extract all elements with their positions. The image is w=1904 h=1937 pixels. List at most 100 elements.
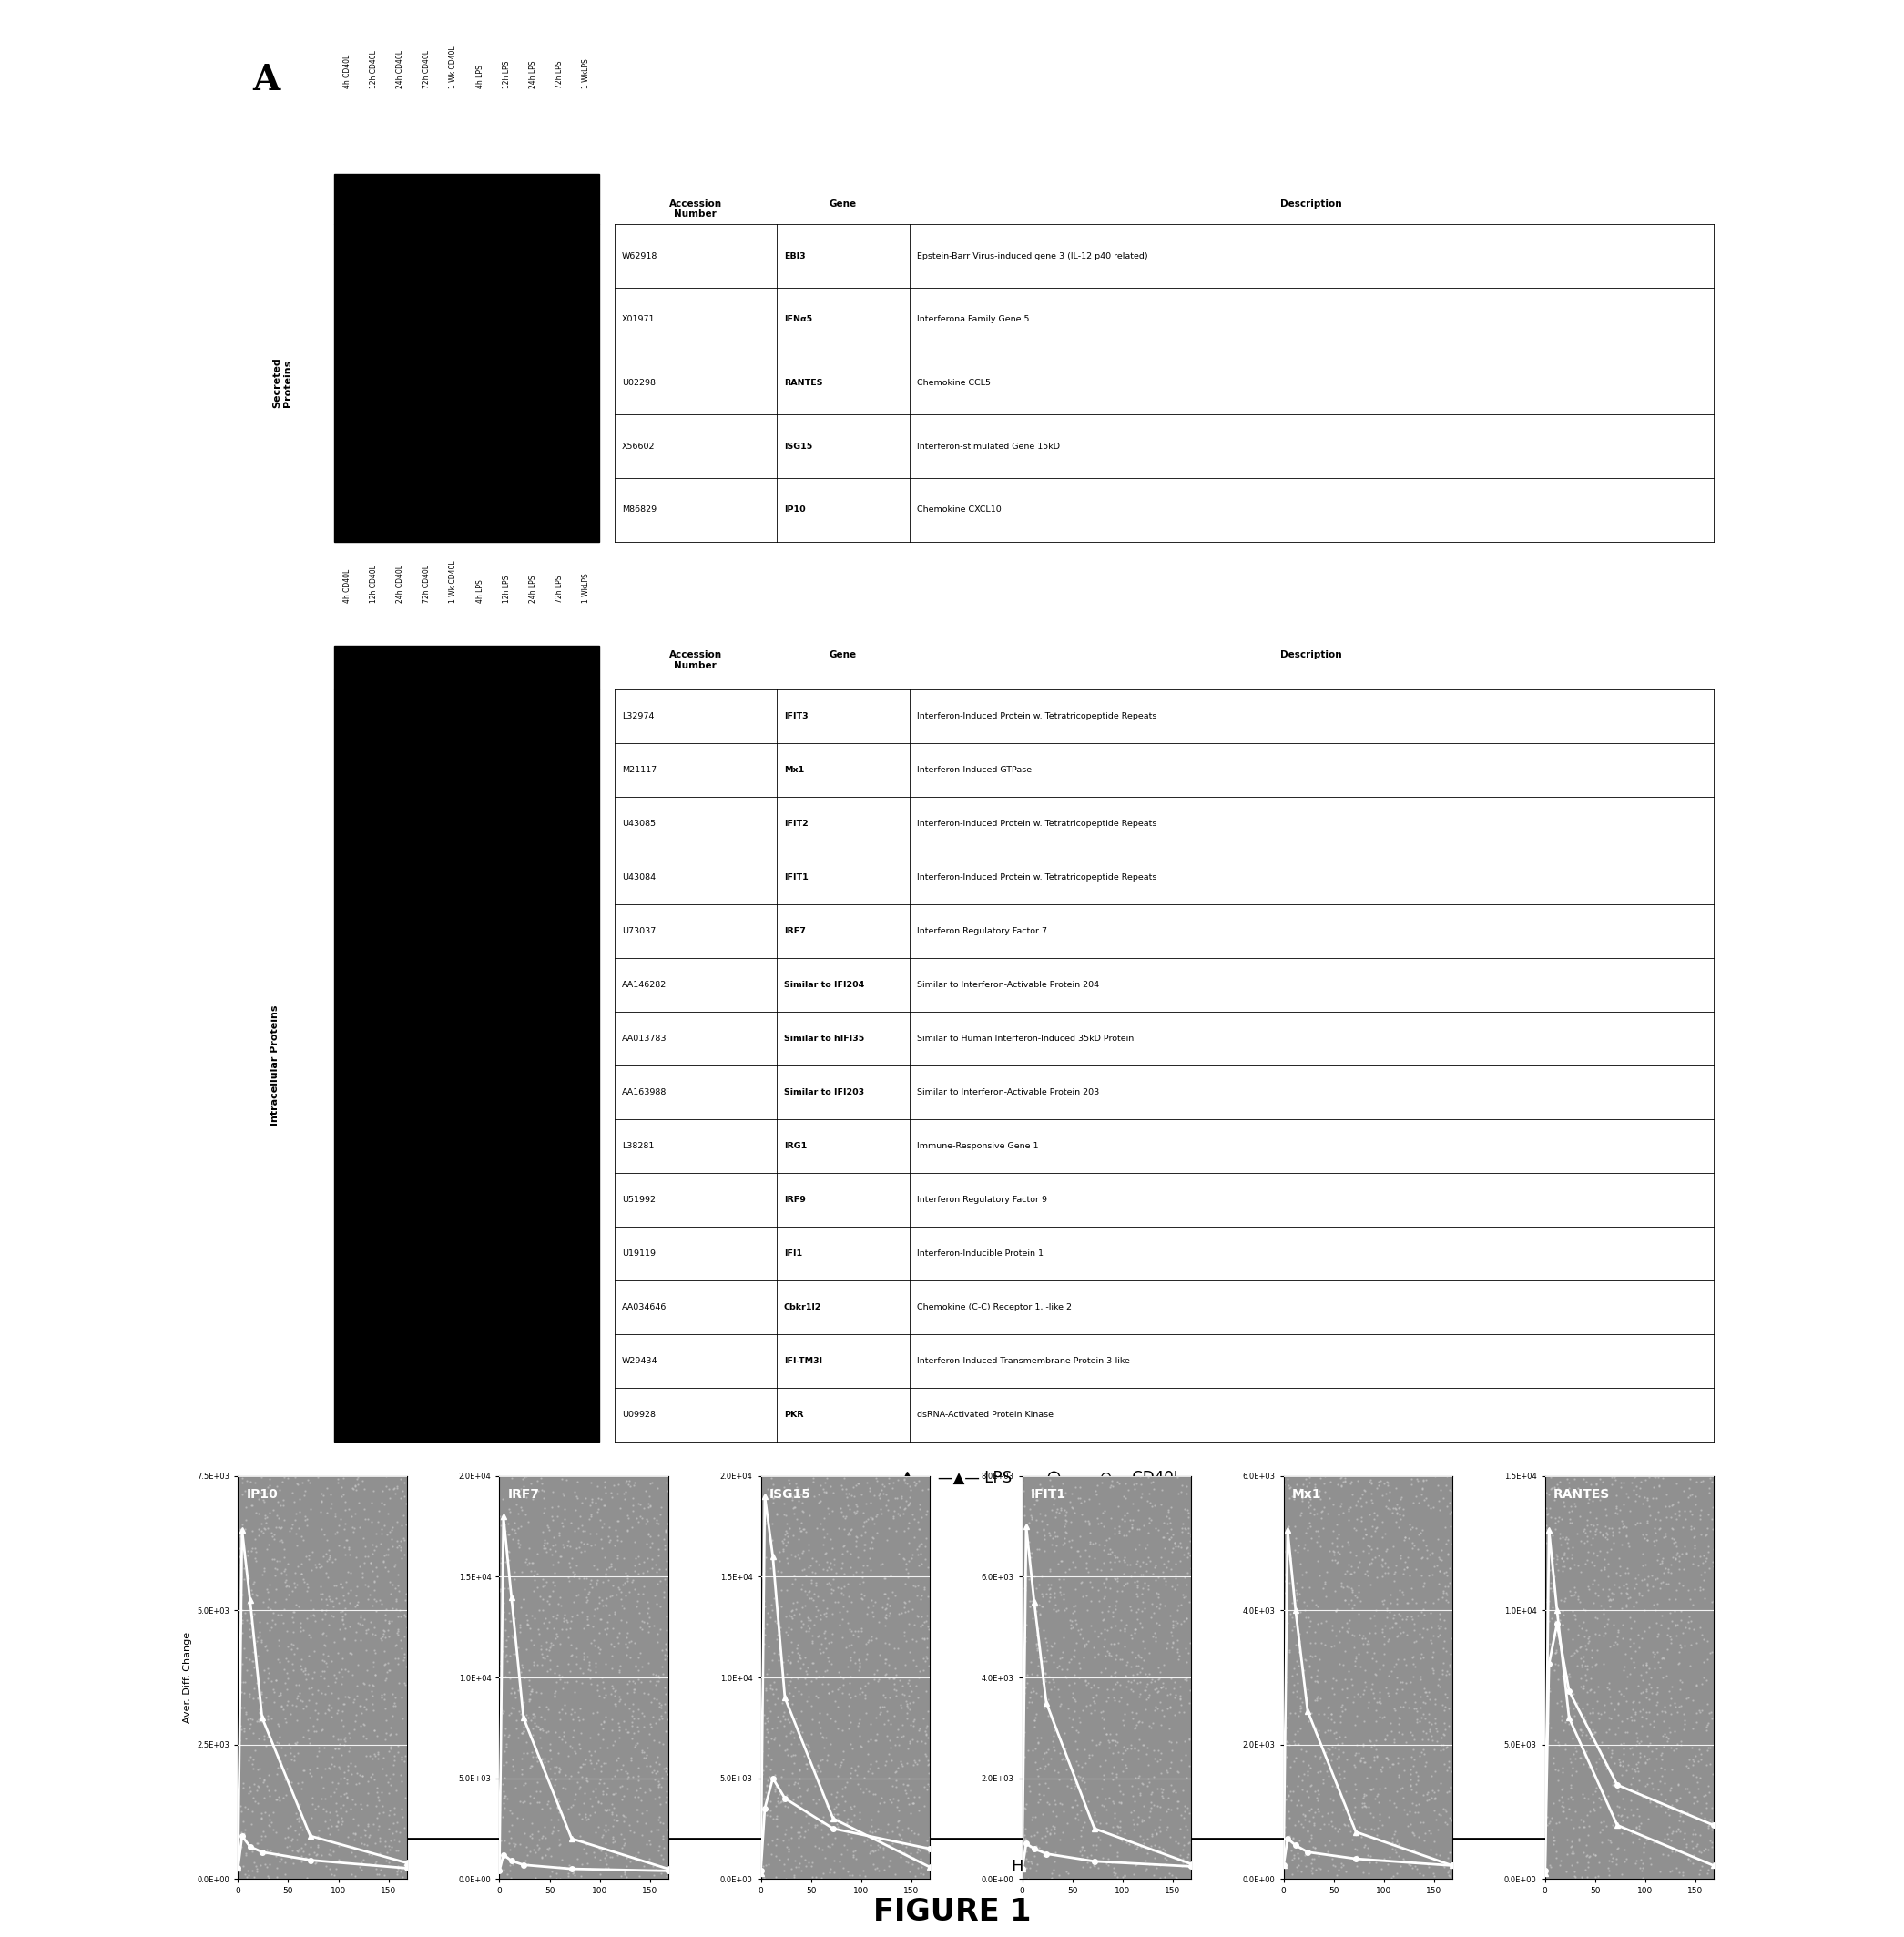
Point (1632, 1575, 1662, 1606)
Point (1062, 1536, 1093, 1567)
Point (1420, 1689, 1451, 1720)
Point (651, 1861, 682, 1892)
Point (1411, 1530, 1441, 1561)
Point (863, 1834, 893, 1865)
Point (1611, 1755, 1641, 1786)
Point (1085, 1697, 1116, 1728)
Point (1422, 1550, 1453, 1581)
Point (486, 1575, 516, 1606)
Point (836, 1615, 866, 1646)
Point (1333, 1550, 1363, 1581)
Point (383, 1643, 413, 1674)
Point (1352, 1693, 1382, 1724)
Point (1101, 1718, 1131, 1749)
Point (1152, 1509, 1182, 1540)
Point (1685, 1798, 1716, 1829)
Point (1586, 1555, 1616, 1586)
Point (904, 1490, 935, 1521)
Point (895, 1637, 925, 1668)
Point (1036, 1863, 1066, 1894)
Point (823, 1803, 853, 1834)
Point (1550, 1491, 1580, 1522)
Point (573, 1610, 604, 1641)
Point (1026, 1561, 1057, 1592)
Point (1175, 1724, 1205, 1755)
Point (583, 1811, 613, 1842)
Point (786, 1553, 817, 1584)
Point (1049, 1511, 1080, 1542)
Point (348, 1604, 379, 1635)
Point (609, 1627, 640, 1658)
Point (773, 1836, 803, 1867)
Point (506, 1557, 537, 1588)
Point (1102, 1726, 1133, 1757)
Point (375, 1712, 406, 1743)
Point (1538, 1829, 1569, 1860)
Point (1323, 1739, 1354, 1770)
Point (769, 1819, 800, 1850)
Point (809, 1623, 840, 1654)
Point (1337, 1573, 1367, 1604)
Point (1129, 1592, 1160, 1623)
Point (912, 1612, 942, 1643)
Point (366, 1827, 396, 1858)
Point (575, 1745, 605, 1776)
Point (548, 1772, 579, 1803)
Point (1636, 1768, 1666, 1799)
Point (1161, 1861, 1192, 1892)
Point (644, 1534, 674, 1565)
Point (1647, 1761, 1677, 1792)
Point (565, 1751, 596, 1782)
Point (613, 1757, 644, 1788)
Point (598, 1827, 628, 1858)
Point (748, 1629, 779, 1660)
Point (1026, 1474, 1057, 1505)
Point (1053, 1743, 1083, 1774)
Point (1365, 1687, 1396, 1718)
Point (327, 1710, 358, 1741)
Point (1146, 1757, 1177, 1788)
Point (1043, 1681, 1074, 1712)
Point (1131, 1854, 1161, 1885)
Point (1085, 1617, 1116, 1648)
Point (1268, 1534, 1299, 1565)
Point (529, 1643, 560, 1674)
Point (1030, 1646, 1061, 1677)
Point (1306, 1755, 1337, 1786)
Point (870, 1594, 901, 1625)
Point (497, 1743, 527, 1774)
Point (270, 1559, 301, 1590)
Point (1318, 1796, 1348, 1827)
Point (857, 1803, 887, 1834)
Point (1613, 1579, 1643, 1610)
Point (1274, 1821, 1304, 1852)
Point (1348, 1730, 1378, 1761)
Text: AA146282: AA146282 (623, 980, 666, 990)
Point (1578, 1511, 1609, 1542)
Point (1314, 1536, 1344, 1567)
Point (602, 1805, 632, 1836)
Point (320, 1501, 350, 1532)
Point (588, 1542, 619, 1573)
Point (1344, 1639, 1375, 1670)
Point (1373, 1493, 1403, 1524)
Point (1685, 1559, 1716, 1590)
Point (234, 1681, 265, 1712)
Point (356, 1670, 387, 1701)
Point (268, 1505, 299, 1536)
Point (764, 1598, 794, 1629)
Point (1061, 1768, 1091, 1799)
Point (1270, 1811, 1300, 1842)
Point (565, 1732, 596, 1763)
Point (1323, 1546, 1354, 1577)
Point (1146, 1780, 1177, 1811)
Point (1131, 1532, 1161, 1563)
Point (1641, 1677, 1672, 1708)
Point (1287, 1765, 1318, 1796)
Point (510, 1662, 541, 1693)
Point (843, 1645, 874, 1676)
Point (796, 1604, 826, 1635)
Point (602, 1745, 632, 1776)
Point (1144, 1811, 1175, 1842)
Point (282, 1689, 312, 1720)
